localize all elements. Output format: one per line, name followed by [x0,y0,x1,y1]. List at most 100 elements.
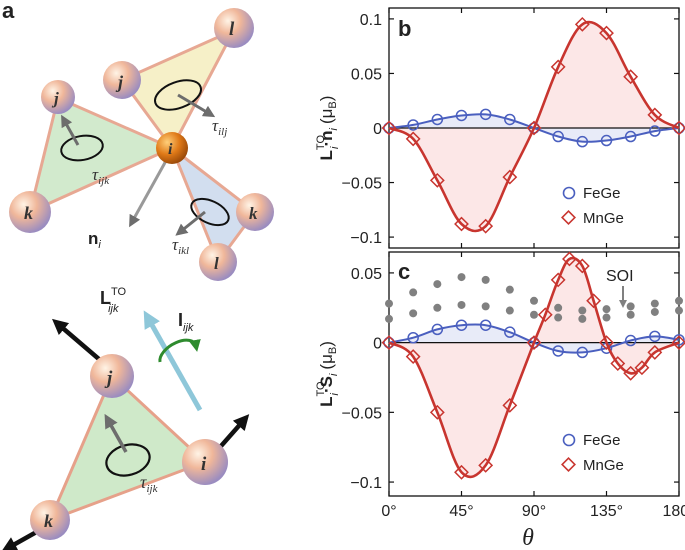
b-area-mnge [389,22,679,232]
c-ytick-label: 0.05 [351,266,382,283]
c-point-fege [576,346,589,359]
c-point-soi [602,305,611,314]
atom-j-bottom [90,354,134,398]
b-point-fege [552,130,564,143]
c-point-mnge [537,307,553,323]
c-point-soi [505,285,514,294]
b-point-fege [431,113,444,126]
b-line-mnge [388,20,680,233]
b-point-fege [576,135,589,148]
legend-label-fege-c: FeGe [583,432,621,449]
c-point-mnge [634,360,650,376]
c-point-fege [479,319,492,331]
c-point-mnge [610,356,626,371]
tau-ijk-label: τijk [92,165,110,187]
c-line-mnge [388,256,680,479]
c-area-mnge [389,258,679,477]
I-rotation-icon [158,338,201,363]
yellow-face [119,26,238,151]
b-point-fege [479,108,492,121]
atom-l-top [214,8,254,48]
c-point-mnge [526,335,542,351]
b-point-mnge [671,120,685,136]
atom-label-j-top-right: j [115,72,124,92]
c-point-fege [528,336,540,349]
c-point-soi [530,296,538,305]
ylabel-b: LTO i·ni(μB) [315,96,341,161]
c-ytick-label: −0.1 [350,475,382,492]
ylabel-c: LTO i·Si(μB) [315,341,341,407]
b-point-fege [407,119,419,131]
b-point-mnge [429,172,445,188]
blue-face [168,143,258,266]
c-point-soi [554,303,563,312]
tau-ilj-arrow [177,93,216,118]
c-point-soi [626,310,635,319]
rotation-ikl-icon [190,197,230,227]
atom-label-k-bottom: k [44,511,53,531]
c-point-mnge [454,464,469,480]
atom-label-l-bottom: l [214,254,219,273]
legend-b: FeGe MnGe [561,185,624,227]
b-point-mnge [574,16,590,32]
c-point-soi [650,299,659,308]
b-ytick-label: −0.1 [350,230,382,247]
atom-label-j-top-left: j [51,89,59,108]
legend-marker-fege-b [562,186,576,200]
tau-ikl-label: τikl [172,235,189,257]
legend-marker-mnge-c [561,457,576,472]
tau-bottom-label: τijk [140,472,159,495]
L-TO-label: LTO ijk [100,286,127,315]
c-point-soi [675,306,683,315]
c-point-soi [578,314,587,323]
b-ytick-label: 0 [373,121,382,138]
legend-c: FeGe MnGe [561,432,624,474]
panel-label-b: b [398,16,411,41]
atom-k-right [236,193,274,231]
tau-bottom-arrow [104,413,128,453]
atom-label-l-top: l [229,19,235,40]
b-point-mnge [502,169,518,185]
c-point-soi [650,307,659,316]
b-point-fege [528,122,540,134]
c-point-fege [431,323,444,336]
b-point-fege [673,122,685,134]
b-point-mnge [405,131,421,147]
tau-ikl-arrow [175,210,206,236]
legend-label-mnge-b: MnGe [583,210,624,227]
b-point-mnge [623,69,639,85]
c-point-soi [675,296,683,305]
c-point-fege [407,331,419,344]
c-point-soi [457,300,466,309]
b-ytick-label: −0.05 [342,176,383,193]
c-point-soi [530,310,538,319]
b-point-mnge [647,107,663,123]
c-point-fege [673,334,685,346]
c-point-fege [552,345,564,357]
c-point-mnge [623,365,639,381]
panel-label-a: a [2,0,15,23]
b-point-mnge [454,216,469,232]
c-point-soi [457,273,466,282]
n-vector-label: ni [88,229,101,251]
b-ytick-label: 0.05 [351,66,382,83]
c-point-soi [409,288,418,297]
c-point-mnge [574,258,590,274]
c-point-mnge [478,457,494,473]
c-point-mnge [599,335,614,351]
c-point-soi [433,280,442,289]
b-point-fege [624,130,637,143]
c-point-soi [554,313,563,322]
spin-arrow-k [1,528,42,550]
b-point-fege [383,122,395,134]
c-point-fege [504,326,516,338]
c-point-mnge [550,272,566,288]
atom-label-i-center: i [168,141,173,158]
atom-l-bottom [199,243,237,281]
b-point-mnge [526,120,542,136]
c-point-soi [626,302,635,311]
spin-arrow-j [52,318,102,362]
tau-ilj-label: τilj [212,116,227,138]
atom-k-left [9,191,51,233]
b-point-fege [600,134,613,147]
